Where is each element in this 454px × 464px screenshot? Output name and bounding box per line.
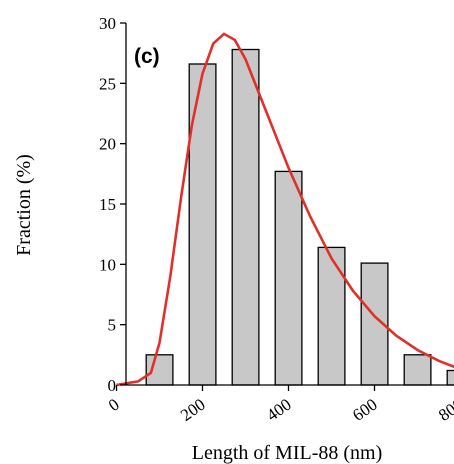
histogram-bar-800 bbox=[446, 369, 454, 386]
y-tick-label-30: 30 bbox=[99, 14, 116, 33]
panel-label: (c) bbox=[134, 45, 160, 68]
y-tick-label-25: 25 bbox=[99, 74, 116, 93]
histogram-bar-700 bbox=[403, 354, 432, 386]
bars-layer bbox=[145, 48, 454, 386]
y-tick-label-20: 20 bbox=[99, 135, 116, 154]
histogram-bar-300 bbox=[231, 48, 260, 386]
histogram-bar-200 bbox=[188, 63, 217, 386]
y-axis-label: Fraction (%) bbox=[13, 154, 35, 256]
x-tick-label-800: 800 bbox=[435, 395, 454, 425]
y-tick-label-0: 0 bbox=[108, 376, 117, 395]
x-tick-label-0: 0 bbox=[105, 395, 123, 415]
histogram-bar-100 bbox=[145, 354, 174, 386]
y-tick-label-10: 10 bbox=[99, 255, 116, 274]
x-ticks: 0 200 400 600 800 bbox=[105, 385, 454, 425]
y-ticks: 0 5 10 15 20 25 30 bbox=[99, 14, 126, 395]
y-tick-label-15: 15 bbox=[99, 195, 116, 214]
histogram-bar-500 bbox=[317, 246, 346, 386]
x-tick-label-600: 600 bbox=[349, 395, 381, 425]
x-axis-label: Length of MIL-88 (nm) bbox=[192, 442, 383, 464]
x-tick-label-200: 200 bbox=[177, 395, 209, 425]
fit-curve bbox=[116, 32, 454, 387]
x-tick-label-400: 400 bbox=[263, 395, 295, 425]
histogram-bar-400 bbox=[274, 170, 303, 386]
y-tick-label-5: 5 bbox=[108, 316, 117, 335]
